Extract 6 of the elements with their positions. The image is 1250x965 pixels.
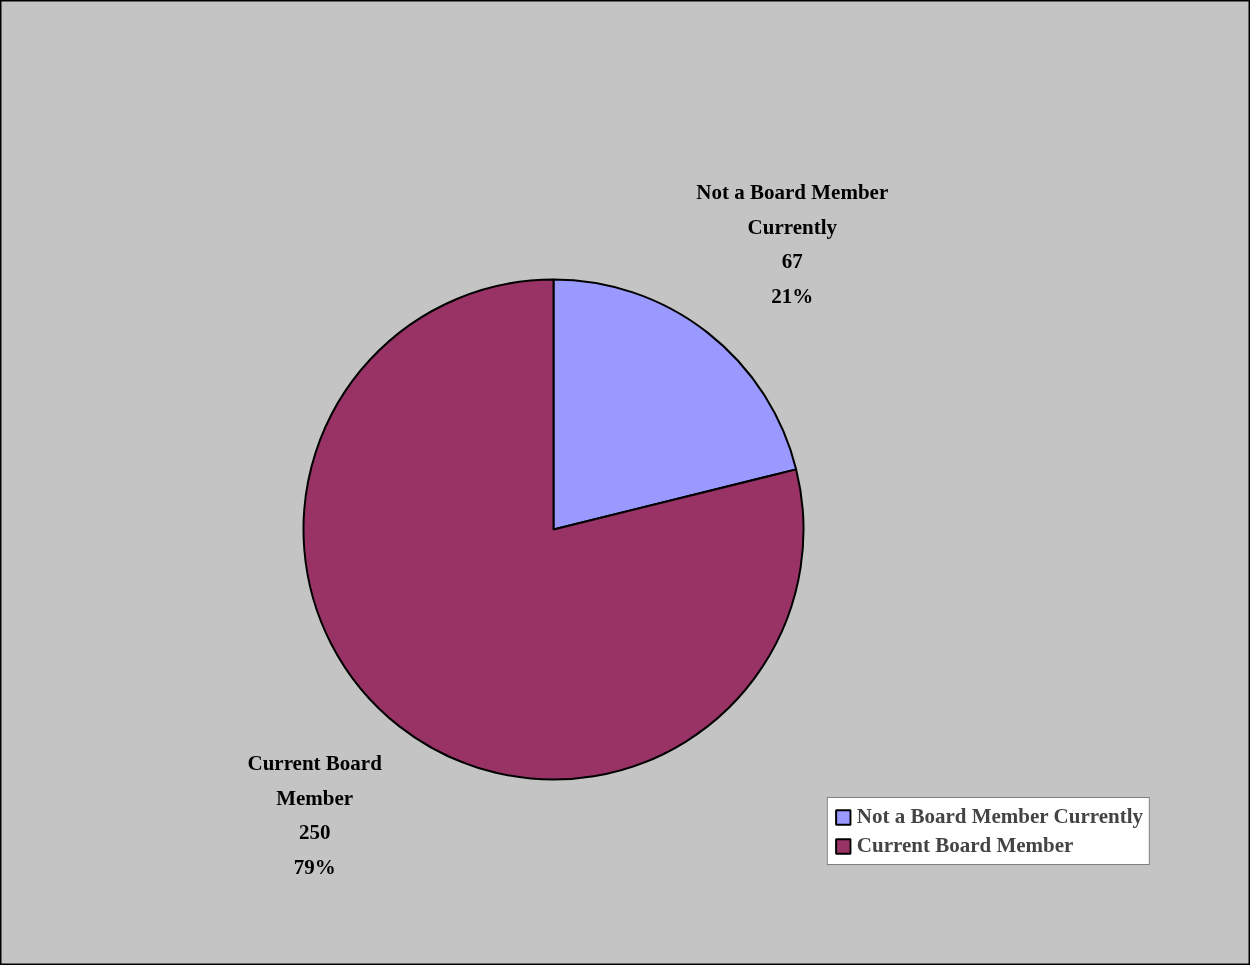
data-label: 250 79% xyxy=(293,820,336,880)
slice-label: Current Board Member xyxy=(247,750,383,810)
legend-label: Not a Board Member Currently xyxy=(856,804,1143,829)
legend-label: Current Board Member xyxy=(856,833,1074,858)
data-label: 67 21% xyxy=(771,249,814,309)
slice-label: Not a Board Member Currently xyxy=(696,179,889,239)
